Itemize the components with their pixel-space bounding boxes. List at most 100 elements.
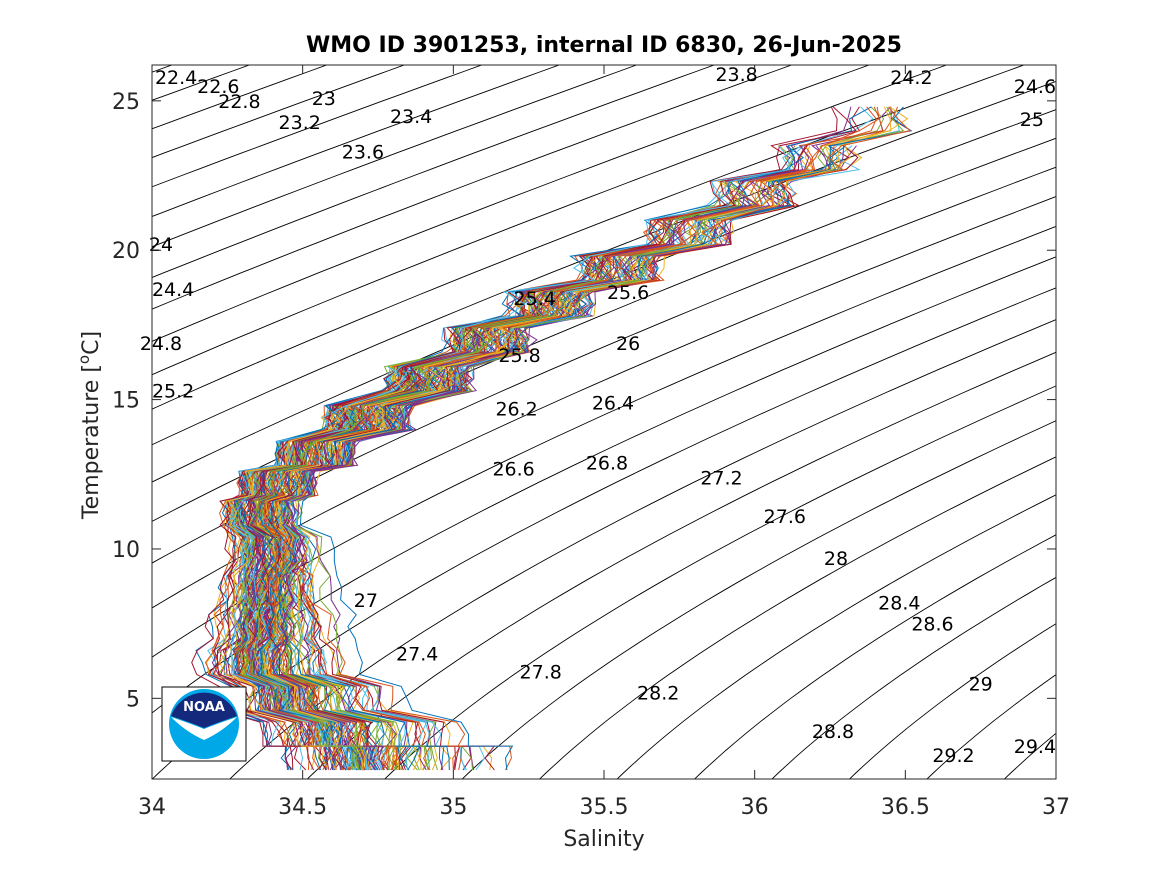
isopycnal-label: 23.2 xyxy=(279,112,321,134)
isopycnal-line xyxy=(152,65,483,188)
isopycnal-line xyxy=(152,65,871,342)
isopycnal-label: 26.6 xyxy=(492,458,534,480)
profile-line xyxy=(191,106,857,771)
isopycnal-line xyxy=(152,65,328,130)
isopycnal-label: 23.6 xyxy=(342,142,384,164)
isopycnal-label: 24.8 xyxy=(140,333,182,355)
isopycnal-label: 23.8 xyxy=(715,64,757,86)
profile-line xyxy=(299,106,912,771)
isopycnal-line xyxy=(152,65,561,217)
isopycnal-line xyxy=(926,674,1056,779)
isopycnal-label: 25.2 xyxy=(152,381,194,403)
isopycnal-line xyxy=(152,65,716,279)
logo-text: NOAA xyxy=(183,700,225,715)
isopycnal-label: 25.8 xyxy=(498,345,540,367)
isopycnal-label: 24.4 xyxy=(152,279,194,301)
isopycnal-label: 27.6 xyxy=(764,506,806,528)
profile-line xyxy=(289,106,909,771)
profile-line xyxy=(247,220,674,771)
isopycnal-line xyxy=(1122,713,1167,818)
x-tick-label: 34.5 xyxy=(278,795,327,820)
isopycnal-label: 22.8 xyxy=(218,91,260,113)
logo-inner-shape xyxy=(171,692,237,728)
profile-line xyxy=(232,181,731,771)
profile-line xyxy=(264,255,633,771)
isopycnal-line xyxy=(152,65,251,101)
isopycnal-line xyxy=(539,456,1056,779)
y-axis-label: Temperature [oC] xyxy=(75,331,104,520)
isopycnal-label: 24.2 xyxy=(890,67,932,89)
profile-line xyxy=(235,181,730,771)
x-tick-label: 35 xyxy=(439,795,467,820)
isopycnal-line xyxy=(771,576,1056,779)
isopycnal-label: 28.4 xyxy=(878,593,920,615)
noaa-logo: NOAA xyxy=(161,686,247,762)
y-tick-label: 15 xyxy=(112,389,140,414)
isopycnal-line xyxy=(152,65,406,159)
x-axis-ticks: 34 34.5 35 35.5 36 36.5 37 xyxy=(138,65,1070,820)
profile-line xyxy=(216,327,457,771)
isopycnal-label: 22.6 xyxy=(197,76,239,98)
isopycnal-line xyxy=(694,534,1056,779)
profile-line xyxy=(275,327,518,771)
x-tick-label: 34 xyxy=(138,795,166,820)
isopycnal-label: 26.4 xyxy=(592,393,634,415)
isopycnal-label: 26.8 xyxy=(586,452,628,474)
profile-line xyxy=(253,291,544,771)
isopycnal-label: 23 xyxy=(312,88,336,110)
profile-line xyxy=(241,106,872,771)
x-tick-label: 36 xyxy=(741,795,769,820)
isopycnal-line xyxy=(21,26,125,63)
isopycnal-label: 27.4 xyxy=(396,644,438,666)
isopycnal-line xyxy=(152,166,1056,564)
isopycnal-label: 28.2 xyxy=(637,682,679,704)
y-tick-label: 5 xyxy=(126,687,140,712)
isopycnal-label: 25 xyxy=(1020,109,1044,131)
isopycnal-line xyxy=(461,420,1056,779)
isopycnal-line xyxy=(152,196,1056,609)
profile-line xyxy=(261,255,654,771)
isopycnal-label: 24 xyxy=(149,234,173,256)
profile-line xyxy=(248,255,613,771)
isopycnal-line xyxy=(152,80,1056,446)
isopycnal-line xyxy=(6,26,48,41)
isopycnal-label: 25.6 xyxy=(607,282,649,304)
profile-line xyxy=(293,145,863,771)
isopycnal-line xyxy=(384,385,1056,779)
isopycnal-line xyxy=(848,623,1056,779)
profile-line xyxy=(269,145,861,771)
profile-line xyxy=(296,145,857,771)
isopycnal-label: 28 xyxy=(824,548,848,570)
isopycnal-label: 26.2 xyxy=(495,399,537,421)
isopycnal-line xyxy=(152,137,1056,522)
profile-line xyxy=(244,106,911,771)
isopycnal-line xyxy=(152,65,793,310)
isopycnal-line xyxy=(152,256,1056,714)
x-tick-label: 37 xyxy=(1042,795,1070,820)
x-tick-label: 35.5 xyxy=(580,795,629,820)
isopycnal-line xyxy=(1003,732,1056,779)
chart-title: WMO ID 3901253, internal ID 6830, 26-Jun… xyxy=(306,33,902,58)
isopycnal-label: 29.4 xyxy=(1014,736,1056,758)
isopycnal-label: 22.4 xyxy=(155,67,197,89)
isopycnal-label: 27 xyxy=(354,590,378,612)
isopycnal-label: 27.8 xyxy=(520,662,562,684)
profile-line xyxy=(263,106,877,771)
isopycnal-line xyxy=(152,65,1026,410)
isopycnal-label: 28.8 xyxy=(812,721,854,743)
x-tick-label: 36.5 xyxy=(881,795,930,820)
isopycnal-label: 29 xyxy=(969,673,993,695)
isopycnal-label: 25.4 xyxy=(514,288,556,310)
y-tick-label: 10 xyxy=(112,538,140,563)
profile-line xyxy=(271,366,463,771)
isopycnal-line xyxy=(152,65,638,248)
profile-line xyxy=(218,366,405,771)
x-axis-label: Salinity xyxy=(563,827,644,852)
isopycnal-line xyxy=(616,494,1056,779)
profile-line xyxy=(266,255,628,771)
y-tick-label: 25 xyxy=(112,90,140,115)
profile-line xyxy=(225,145,792,771)
isopycnal-label: 28.6 xyxy=(911,614,953,636)
